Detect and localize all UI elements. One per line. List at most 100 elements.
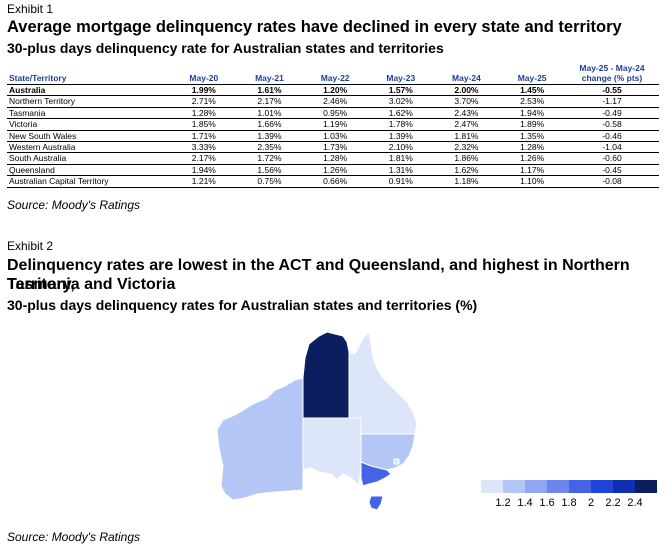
australia-map — [216, 331, 418, 511]
value-cell: 1.17% — [499, 164, 565, 177]
column-header: May-25 — [499, 63, 565, 85]
table-body: Australia 1.99% 1.61% 1.20% 1.57% 2.00% 1.45% -… — [7, 84, 659, 188]
change-header-line2: change (% pts) — [581, 73, 643, 83]
table-row: Northern Territory 2.71% 2.17% 2.46% 3.02% 3.… — [7, 95, 659, 108]
table-row: Victoria 1.85% 1.66% 1.19% 1.78% 2.47% 1.89% -0… — [7, 118, 659, 131]
value-cell: -1.04 — [565, 141, 659, 154]
row-label-cell: Western Australia — [7, 141, 171, 154]
legend-tick-label: 1.6 — [539, 497, 555, 509]
column-header: State/Territory — [7, 63, 171, 85]
delinquency-table: State/Territory May-20 May-21 May-22 May… — [7, 63, 659, 188]
change-header-line1: May-25 - May-24 — [579, 63, 645, 73]
map-region-tasmania — [368, 495, 384, 511]
value-cell: 1.57% — [367, 84, 434, 97]
value-cell: 1.10% — [499, 175, 565, 188]
value-cell: 1.39% — [367, 130, 434, 143]
value-cell: 1.81% — [433, 130, 500, 143]
legend-color-bar — [481, 480, 657, 493]
value-cell: 1.81% — [367, 152, 434, 165]
value-cell: -0.60 — [565, 152, 659, 165]
value-cell: 1.19% — [302, 118, 368, 131]
value-cell: 1.61% — [236, 84, 303, 97]
legend-swatch — [481, 480, 503, 493]
value-cell: 1.66% — [236, 118, 303, 131]
exhibit2-title-line2: Tasmania and Victoria — [7, 276, 176, 293]
row-label-cell: Victoria — [7, 118, 171, 131]
value-cell: 2.17% — [171, 152, 237, 165]
column-header: May-20 — [171, 63, 237, 85]
exhibit2-source: Source: Moody's Ratings — [7, 530, 141, 544]
value-cell: 2.71% — [171, 95, 237, 108]
map-region-western-australia — [216, 377, 304, 501]
value-cell: 1.86% — [433, 152, 500, 165]
value-cell: 2.35% — [236, 141, 303, 154]
value-cell: 0.66% — [302, 175, 368, 188]
value-cell: 0.75% — [236, 175, 303, 188]
value-cell: 1.89% — [499, 118, 565, 131]
row-label-cell: New South Wales — [7, 130, 171, 143]
value-cell: 1.28% — [302, 152, 368, 165]
legend-ticks: 1.2 1.4 1.6 1.8 2 2.2 2.4 — [481, 497, 657, 511]
color-legend: 1.2 1.4 1.6 1.8 2 2.2 2.4 — [481, 480, 657, 511]
value-cell: 1.01% — [236, 107, 303, 120]
column-header: May-25 - May-24 change (% pts) — [565, 63, 659, 85]
value-cell: 3.70% — [433, 95, 500, 108]
value-cell: 0.95% — [302, 107, 368, 120]
legend-tick-label: 1.2 — [495, 497, 511, 509]
value-cell: 3.33% — [171, 141, 237, 154]
legend-tick-label: 2.4 — [627, 497, 643, 509]
table-row: Tasmania 1.28% 1.01% 0.95% 1.62% 2.43% 1.94% -0… — [7, 107, 659, 120]
exhibit1-source: Source: Moody's Ratings — [7, 198, 141, 212]
value-cell: 1.28% — [171, 107, 237, 120]
legend-swatch — [503, 480, 525, 493]
value-cell: 1.62% — [433, 164, 500, 177]
legend-tick-label: 2.2 — [605, 497, 621, 509]
value-cell: 1.26% — [302, 164, 368, 177]
row-label-cell: Australia — [7, 84, 171, 97]
legend-swatch — [547, 480, 569, 493]
column-header: May-23 — [367, 63, 434, 85]
exhibit1-subtitle: 30-plus days delinquency rate for Austra… — [7, 40, 444, 56]
row-label-cell: Northern Territory — [7, 95, 171, 108]
value-cell: -1.17 — [565, 95, 659, 108]
exhibit2-subtitle: 30-plus days delinquency rates for Austr… — [7, 297, 478, 313]
value-cell: 1.62% — [367, 107, 434, 120]
row-label-cell: South Australia — [7, 152, 171, 165]
row-label-cell: Tasmania — [7, 107, 171, 120]
value-cell: 1.21% — [171, 175, 237, 188]
value-cell: -0.46 — [565, 130, 659, 143]
value-cell: 2.43% — [433, 107, 500, 120]
value-cell: 1.71% — [171, 130, 237, 143]
value-cell: -0.45 — [565, 164, 659, 177]
value-cell: 1.94% — [499, 107, 565, 120]
value-cell: 1.18% — [433, 175, 500, 188]
legend-swatch — [591, 480, 613, 493]
value-cell: 2.46% — [302, 95, 368, 108]
value-cell: 1.28% — [499, 141, 565, 154]
table-row: South Australia 2.17% 1.72% 1.28% 1.81% 1.86%… — [7, 152, 659, 165]
value-cell: -0.49 — [565, 107, 659, 120]
value-cell: -0.58 — [565, 118, 659, 131]
value-cell: -0.08 — [565, 175, 659, 188]
value-cell: 1.99% — [171, 84, 237, 97]
map-region-australian-capital-territory — [393, 458, 400, 465]
row-label-cell: Australian Capital Territory — [7, 175, 171, 188]
table-row: Australian Capital Territory 1.21% 0.75% 0.… — [7, 175, 659, 188]
column-header: May-22 — [302, 63, 368, 85]
exhibit2-label: Exhibit 2 — [7, 239, 54, 253]
value-cell: 1.72% — [236, 152, 303, 165]
value-cell: -0.55 — [565, 84, 659, 97]
legend-tick-label: 1.4 — [517, 497, 533, 509]
column-header: May-24 — [433, 63, 500, 85]
value-cell: 1.03% — [302, 130, 368, 143]
value-cell: 2.32% — [433, 141, 500, 154]
table-row: Western Australia 3.33% 2.35% 1.73% 2.10% 2.3… — [7, 141, 659, 154]
value-cell: 1.26% — [499, 152, 565, 165]
map-region-south-australia — [302, 417, 362, 487]
value-cell: 1.31% — [367, 164, 434, 177]
value-cell: 2.10% — [367, 141, 434, 154]
table-header-row: State/Territory May-20 May-21 May-22 May… — [7, 63, 659, 85]
exhibit2-title-line1: Delinquency rates are lowest in the ACT … — [7, 257, 630, 293]
value-cell: 1.20% — [302, 84, 368, 97]
legend-swatch — [525, 480, 547, 493]
